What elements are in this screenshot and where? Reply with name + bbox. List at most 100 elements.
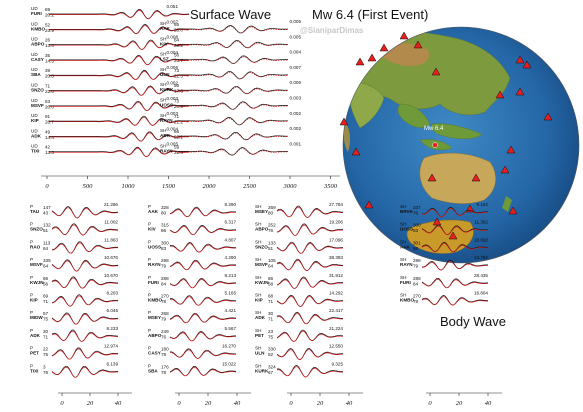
synthetic-trace	[178, 102, 289, 110]
distance-value: 76	[268, 228, 274, 233]
body-wave-column-2: PAAK328808.290PKIV315866.317PUOSS300834.…	[148, 202, 237, 377]
station-name: FURI	[148, 280, 159, 285]
azimuth-value: 71	[45, 84, 51, 89]
station-triangle	[399, 31, 409, 40]
synthetic-trace	[49, 86, 189, 96]
amplitude-value: 38.393	[329, 255, 343, 260]
azimuth-value: 268	[161, 311, 169, 316]
station-markers	[339, 31, 553, 240]
station-name: KMBO	[31, 26, 45, 31]
distance-value: 30.2	[174, 43, 183, 48]
synthetic-trace	[51, 366, 118, 378]
amplitude-value: 4.807	[225, 237, 237, 242]
distance-value: 80	[161, 211, 167, 216]
station-name: MSVF	[31, 103, 44, 108]
station-name: ADK	[31, 133, 42, 138]
distance-value: 79	[161, 264, 167, 269]
amplitude-value: 12.974	[104, 344, 118, 349]
azimuth-value: 335	[43, 258, 51, 263]
distance-value: 23.7	[174, 58, 183, 63]
amplitude-value: 11.362	[474, 220, 488, 225]
synthetic-trace	[49, 40, 189, 50]
station-triangle	[471, 173, 481, 182]
synthetic-trace	[49, 116, 189, 126]
distance-value: 13.6	[45, 43, 54, 48]
body-axis-tick-label: 40	[485, 400, 492, 407]
observed-trace	[49, 23, 190, 34]
synthetic-trace	[169, 243, 236, 253]
amplitude-value: 0.004	[167, 50, 179, 55]
distance-value: 51	[43, 228, 49, 233]
amplitude-value: 0.004	[167, 126, 179, 131]
station-name: BRVK	[400, 209, 414, 214]
observed-trace	[178, 25, 289, 34]
component-label: P	[148, 363, 151, 368]
component-label: P	[30, 257, 33, 262]
synthetic-trace	[276, 277, 344, 289]
distance-value: 22.3	[174, 73, 183, 78]
azimuth-value: 328	[161, 205, 169, 210]
amplitude-value: 9.325	[332, 361, 344, 366]
azimuth-value: 56	[174, 83, 180, 88]
synthetic-trace	[169, 207, 237, 218]
observed-trace	[276, 223, 343, 236]
amplitude-value: 0.005	[167, 142, 179, 147]
component-label: SH	[400, 293, 406, 298]
azimuth-value: 35	[45, 53, 51, 58]
distance-value: 76	[413, 211, 419, 216]
component-label: P	[148, 310, 151, 315]
azimuth-value: 66	[43, 276, 49, 281]
azimuth-value: 56	[174, 53, 180, 58]
synthetic-trace	[169, 226, 236, 236]
amplitude-value: 5.165	[225, 291, 237, 296]
body-axis-tick-label: 40	[346, 400, 353, 407]
synthetic-trace	[49, 25, 190, 35]
azimuth-value: 42	[45, 145, 51, 150]
component-label: SH	[255, 346, 261, 351]
synthetic-trace	[178, 132, 288, 141]
azimuth-value: 270	[413, 294, 421, 299]
component-label: SH	[255, 275, 261, 280]
distance-value: 75	[268, 334, 274, 339]
azimuth-value: 180	[161, 347, 169, 352]
station-name: RAYN	[160, 148, 173, 153]
synthetic-trace	[422, 261, 489, 271]
observed-trace	[178, 39, 288, 49]
observed-trace	[178, 131, 288, 140]
amplitude-value: 31.912	[329, 273, 343, 278]
distance-value: 17.6	[174, 89, 183, 94]
surface-wave-traces-right: SHAAK6528.00.005SHKIV6430.20.005SHLSZ562…	[160, 19, 302, 156]
component-label: SH	[400, 275, 406, 280]
synthetic-trace	[178, 40, 288, 49]
synthetic-trace	[51, 295, 118, 307]
azimuth-value: 270	[161, 294, 169, 299]
synthetic-trace	[51, 207, 118, 219]
body-axis-tick-label: 40	[115, 400, 122, 407]
amplitude-value: 0.007	[290, 65, 302, 70]
distance-value: 20.3	[174, 104, 183, 109]
component-label: UD	[31, 144, 38, 149]
observed-trace	[169, 331, 236, 342]
amplitude-value: 0.005	[290, 34, 302, 39]
observed-trace	[178, 85, 288, 95]
synthetic-trace	[178, 86, 288, 95]
synthetic-trace	[49, 71, 189, 80]
azimuth-value: 300	[413, 223, 421, 228]
station-triangle	[364, 200, 374, 209]
amplitude-value: 17.096	[329, 237, 343, 242]
station-name: AAK	[160, 26, 171, 31]
synthetic-trace	[169, 332, 237, 342]
distance-value: 21.2	[174, 119, 183, 124]
observed-trace	[51, 365, 118, 378]
